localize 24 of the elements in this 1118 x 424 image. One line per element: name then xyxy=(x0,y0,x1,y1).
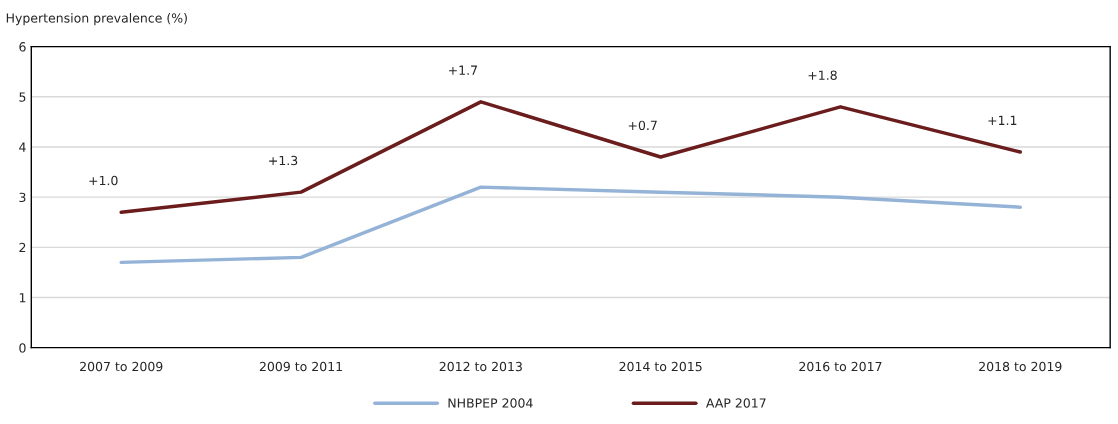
x-tick-label: 2012 to 2013 xyxy=(439,361,522,372)
x-tick-label: 2014 to 2015 xyxy=(619,361,702,372)
y-tick-label: 2 xyxy=(19,242,26,253)
x-tick-label: 2007 to 2009 xyxy=(80,361,163,372)
line-series xyxy=(119,100,1023,214)
annotation: +1.1 xyxy=(988,115,1017,125)
annotation: +1.8 xyxy=(808,70,837,80)
y-tick-label: 4 xyxy=(19,142,26,152)
y-axis-title: Hypertension prevalence (%) xyxy=(6,13,187,26)
x-tick-label: 2018 to 2019 xyxy=(979,361,1062,372)
y-tick-label: 1 xyxy=(19,293,26,303)
annotation: +1.3 xyxy=(269,155,298,166)
y-tick-label: 3 xyxy=(19,192,26,203)
x-tick-label: 2016 to 2017 xyxy=(799,361,882,372)
annotation: +1.7 xyxy=(449,65,477,75)
y-tick-label: 5 xyxy=(19,92,26,102)
x-tick-label: 2009 to 2011 xyxy=(259,361,342,372)
annotation: +1.0 xyxy=(89,175,118,186)
legend-label: NHBPEP 2004 xyxy=(448,398,533,408)
y-tick-label: 0 xyxy=(19,343,26,353)
legend-label: AAP 2017 xyxy=(706,398,766,408)
annotation: +0.7 xyxy=(628,120,657,131)
line-series xyxy=(119,185,1023,265)
y-tick-label: 6 xyxy=(19,42,26,52)
